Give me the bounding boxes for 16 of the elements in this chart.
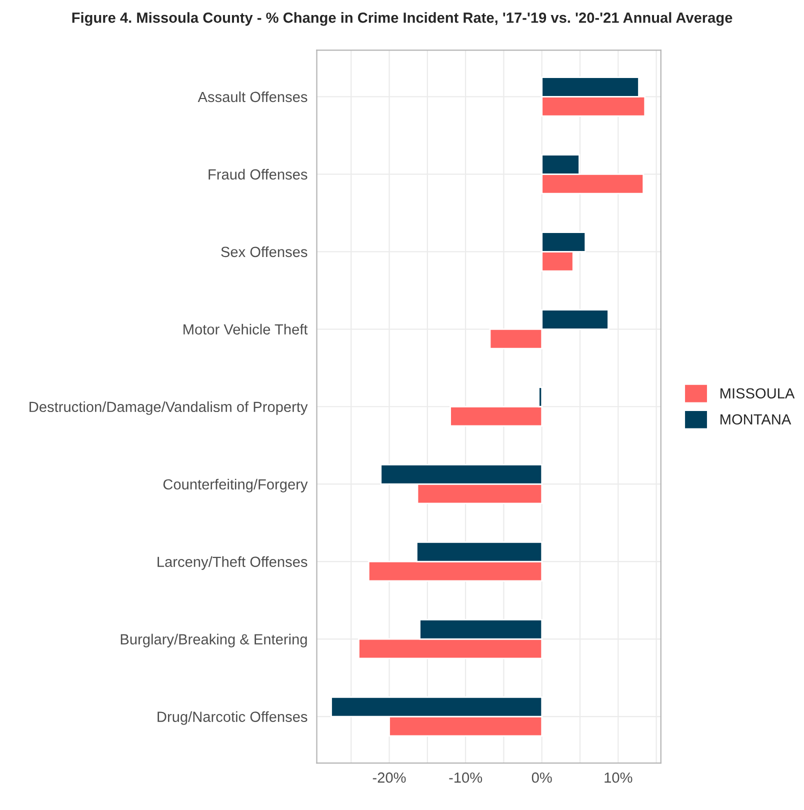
y-tick-label: Sex Offenses (221, 246, 308, 258)
y-tick-label: Destruction/Damage/Vandalism of Property (30, 401, 308, 415)
x-tick-label: 10% (604, 772, 632, 783)
chart-title: Figure 4. Missoula County - % Change in Crime Incident Rate, '17-'19 vs. '20-'21 Annual Average (72, 12, 732, 26)
y-tick-label: Motor Vehicle Theft (184, 324, 308, 335)
y-tick-label: Burglary/Breaking & Entering (120, 634, 307, 648)
y-tick-label: Fraud Offenses (208, 168, 308, 180)
y-tick-label: Counterfeiting/Forgery (163, 478, 308, 492)
legend-label: MISSOULA (720, 388, 795, 399)
x-tick-label: 0% (532, 772, 552, 783)
x-tick-label: -10% (449, 772, 482, 783)
y-tick-label: Assault Offenses (198, 91, 308, 102)
legend-label: MONTANA (720, 414, 792, 425)
y-tick-label: Drug/Narcotic Offenses (158, 711, 308, 725)
x-tick-label: -20% (372, 772, 406, 783)
y-tick-label: Larceny/Theft Offenses (158, 556, 308, 570)
